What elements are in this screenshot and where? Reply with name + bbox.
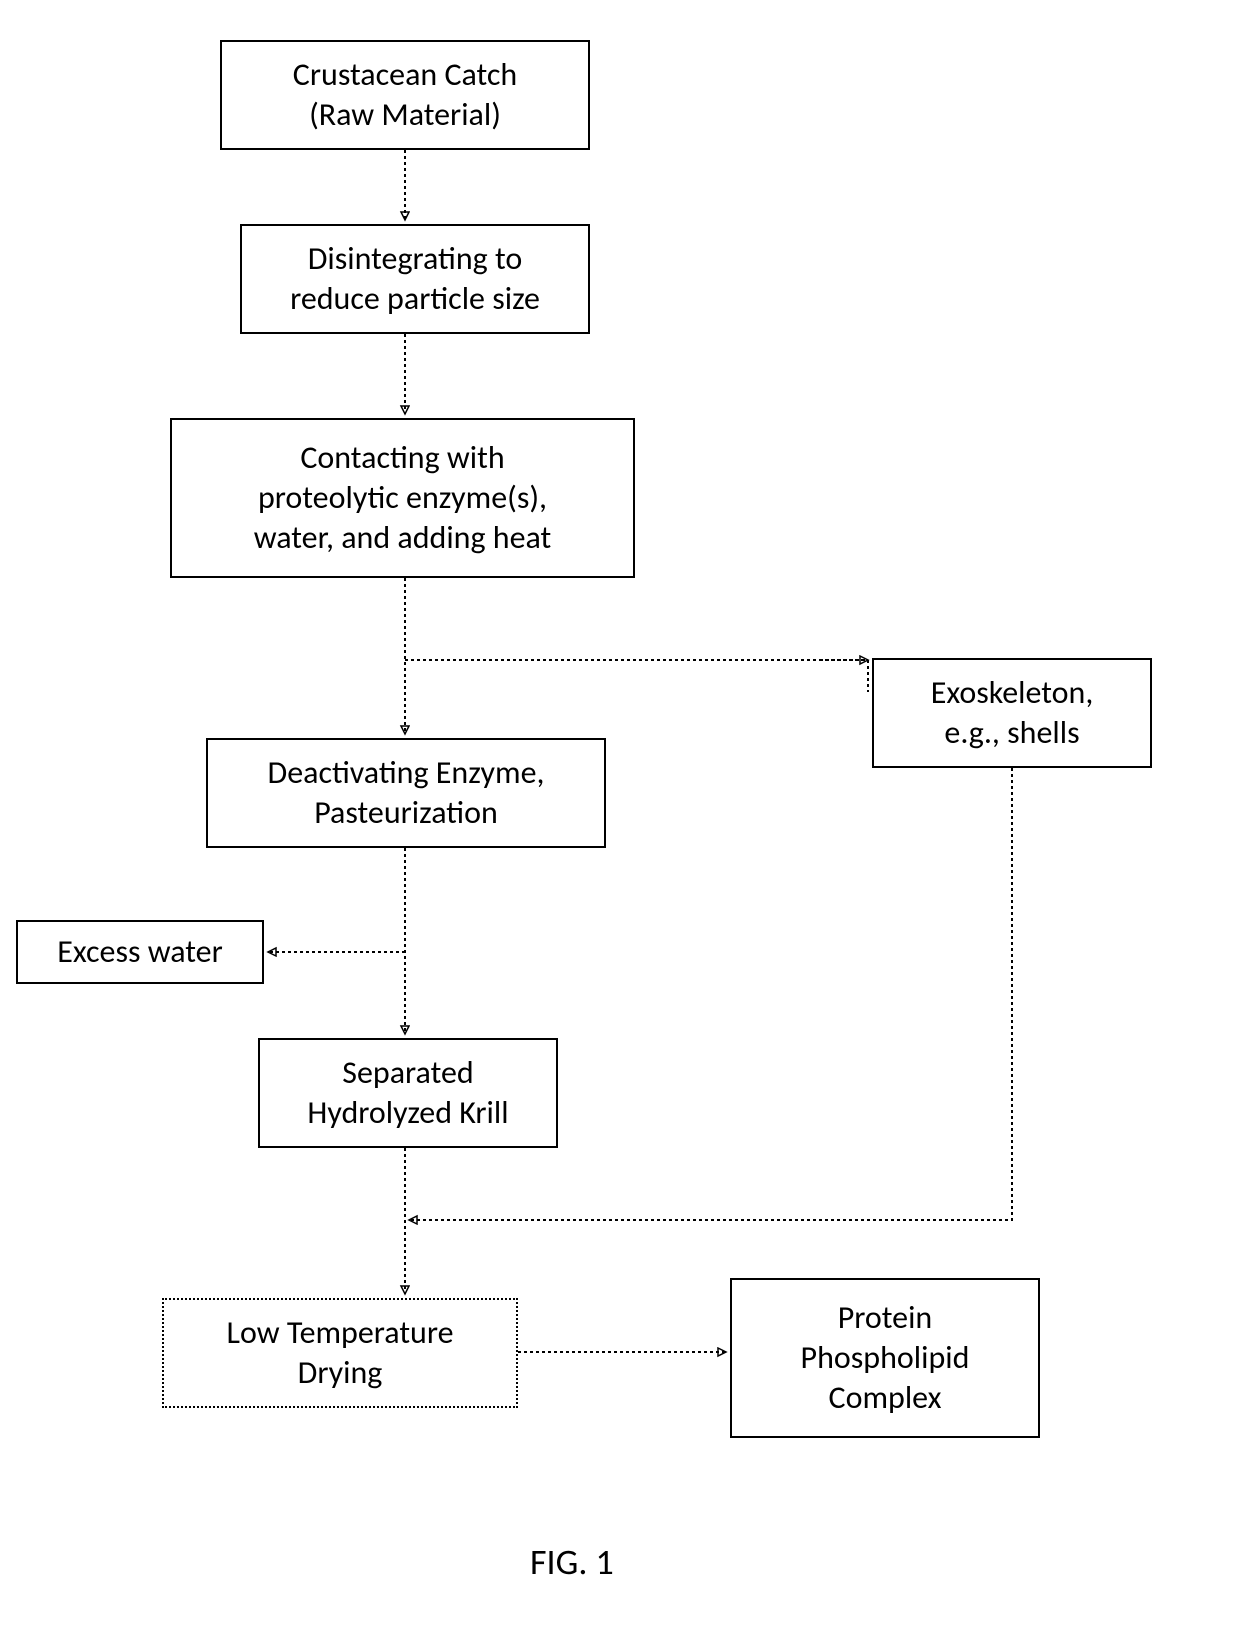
node-label: ProteinPhospholipidComplex — [801, 1298, 970, 1418]
node-separated-krill: SeparatedHydrolyzed Krill — [258, 1038, 558, 1148]
node-label: Low TemperatureDrying — [227, 1313, 454, 1393]
node-disintegrating: Disintegrating toreduce particle size — [240, 224, 590, 334]
node-low-temp-drying: Low TemperatureDrying — [162, 1298, 518, 1408]
node-label: Disintegrating toreduce particle size — [290, 239, 540, 319]
node-label: Excess water — [57, 932, 222, 972]
node-deactivating-enzyme: Deactivating Enzyme,Pasteurization — [206, 738, 606, 848]
node-label: Contacting withproteolytic enzyme(s),wat… — [254, 438, 552, 558]
figure-label: FIG. 1 — [530, 1540, 614, 1584]
node-contacting-enzyme: Contacting withproteolytic enzyme(s),wat… — [170, 418, 635, 578]
node-excess-water: Excess water — [16, 920, 264, 984]
node-crustacean-catch: Crustacean Catch(Raw Material) — [220, 40, 590, 150]
node-protein-complex: ProteinPhospholipidComplex — [730, 1278, 1040, 1438]
node-label: SeparatedHydrolyzed Krill — [307, 1053, 508, 1133]
node-label: Exoskeleton,e.g., shells — [931, 673, 1094, 753]
node-label: Crustacean Catch(Raw Material) — [293, 55, 517, 135]
node-label: Deactivating Enzyme,Pasteurization — [268, 753, 545, 833]
node-exoskeleton: Exoskeleton,e.g., shells — [872, 658, 1152, 768]
